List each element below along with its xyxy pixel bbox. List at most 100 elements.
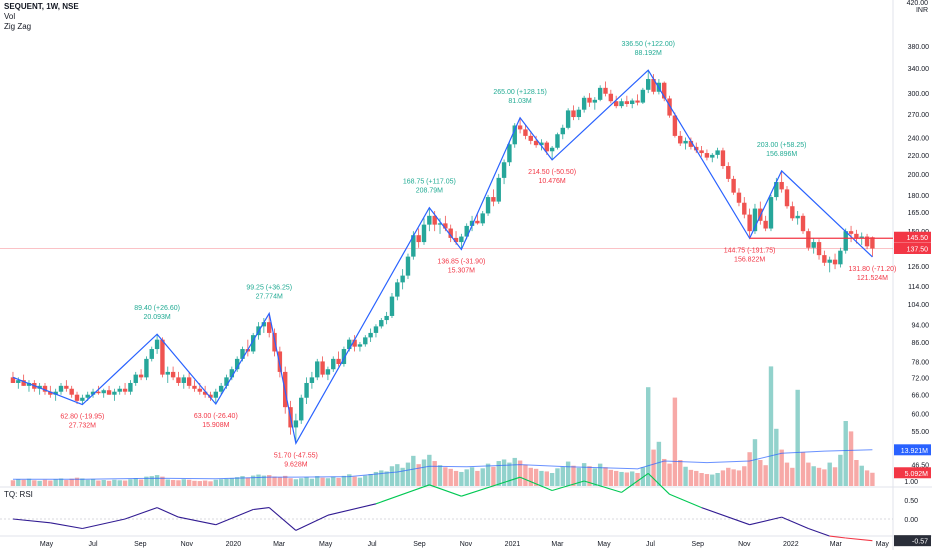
volume-bar xyxy=(53,479,58,486)
candle-body xyxy=(101,390,106,394)
volume-bar xyxy=(539,470,544,486)
volume-bar xyxy=(144,476,149,486)
candle-body xyxy=(870,237,875,249)
volume-bar xyxy=(261,475,267,486)
candle-body xyxy=(864,236,870,247)
candle-body xyxy=(507,144,512,163)
zigzag-label-price: 214.50 (-50.50) xyxy=(528,169,576,176)
candle-body xyxy=(336,358,341,364)
candle-body xyxy=(405,256,411,276)
y-tick-label: 220.00 xyxy=(908,153,930,160)
volume-bar xyxy=(325,478,331,486)
volume-bar xyxy=(181,479,186,486)
volume-bar xyxy=(299,478,304,486)
candle-body xyxy=(64,385,69,389)
candle-body xyxy=(827,259,832,263)
volume-bar xyxy=(635,473,640,486)
zigzag-label-price: 131.80 (-71.20) xyxy=(848,266,896,273)
volume-bar xyxy=(565,461,571,486)
candle-body xyxy=(42,385,48,392)
x-tick-label: Sep xyxy=(413,541,426,548)
currency-block: 420.00 INR xyxy=(907,0,928,14)
candle-body xyxy=(635,100,640,103)
candle-body xyxy=(416,235,421,243)
candle-body xyxy=(347,339,352,350)
candle-body xyxy=(629,100,635,105)
candle-body xyxy=(320,361,325,375)
candle-body xyxy=(795,215,800,219)
candle-body xyxy=(475,220,480,224)
candle-body xyxy=(208,394,213,398)
volume-bar xyxy=(854,460,859,486)
volume-badge xyxy=(894,444,931,456)
candle-body xyxy=(58,385,64,392)
zigzag-label-volume: 121.524M xyxy=(857,275,888,282)
candle-body xyxy=(843,231,848,251)
candle-body xyxy=(299,397,304,421)
candle-body xyxy=(720,150,726,167)
volume-bar xyxy=(26,478,32,486)
candle-body xyxy=(16,380,21,383)
rsi-badge xyxy=(894,535,931,547)
volume-bar xyxy=(581,463,587,486)
x-tick-label: Nov xyxy=(738,541,751,548)
candle-body xyxy=(501,162,507,178)
zigzag-label-price: 144.75 (-191.75) xyxy=(724,247,776,254)
volume-bar xyxy=(678,460,683,486)
volume-bar xyxy=(710,474,715,486)
candle-body xyxy=(117,388,122,392)
candle-body xyxy=(368,332,373,338)
candle-body xyxy=(48,391,53,395)
volume-bar xyxy=(774,428,779,486)
rsi-line-segment xyxy=(621,472,649,493)
candle-body xyxy=(662,82,667,99)
x-tick-label: Nov xyxy=(181,541,194,548)
candle-body xyxy=(192,385,197,389)
volume-bar xyxy=(331,476,336,486)
candle-body xyxy=(800,215,806,232)
x-tick-label: Sep xyxy=(134,541,147,548)
volume-bar xyxy=(838,454,843,486)
rsi-tick-label: 0.00 xyxy=(904,517,918,524)
candle-body xyxy=(293,420,299,428)
rsi-line-segment xyxy=(82,518,126,530)
volume-bar xyxy=(459,471,464,486)
candle-body xyxy=(389,296,395,316)
zigzag-label-volume: 27.774M xyxy=(256,293,283,300)
currency-label: INR xyxy=(915,7,928,14)
rsi-line-segment xyxy=(50,522,83,530)
volume-bar xyxy=(176,480,181,486)
y-tick-label: 114.00 xyxy=(908,284,929,291)
zigzag-label-price: 336.50 (+122.00) xyxy=(621,41,675,48)
volume-bar xyxy=(726,467,731,486)
candle-body xyxy=(138,374,144,378)
x-tick-label: 2021 xyxy=(505,541,521,548)
candle-body xyxy=(512,125,517,145)
rsi-line-segment xyxy=(583,480,622,493)
candle-body xyxy=(229,369,235,378)
price-badge xyxy=(894,242,931,254)
zigzag-label-volume: 20.093M xyxy=(143,314,170,321)
volume-bar xyxy=(85,479,90,486)
volume-bar xyxy=(742,466,747,486)
candle-body xyxy=(250,335,256,352)
candle-body xyxy=(651,78,656,92)
volume-bar xyxy=(485,463,491,486)
candle-body xyxy=(763,220,768,229)
volume-bar xyxy=(672,397,678,486)
candle-body xyxy=(731,178,736,193)
volume-bar xyxy=(800,452,806,486)
volume-bar xyxy=(283,475,288,486)
zigzag-label-price: 136.85 (-31.90) xyxy=(437,258,485,265)
candle-body xyxy=(427,215,432,225)
zigzag-label-volume: 10.476M xyxy=(538,178,565,185)
candle-body xyxy=(266,322,272,333)
candle-body xyxy=(768,197,774,229)
y-tick-label: 66.00 xyxy=(911,393,929,400)
candle-body xyxy=(128,382,133,392)
volume-bar xyxy=(90,478,96,486)
candle-body xyxy=(715,150,720,155)
zigzag-label-volume: 156.822M xyxy=(734,256,765,263)
candle-body xyxy=(384,315,389,321)
